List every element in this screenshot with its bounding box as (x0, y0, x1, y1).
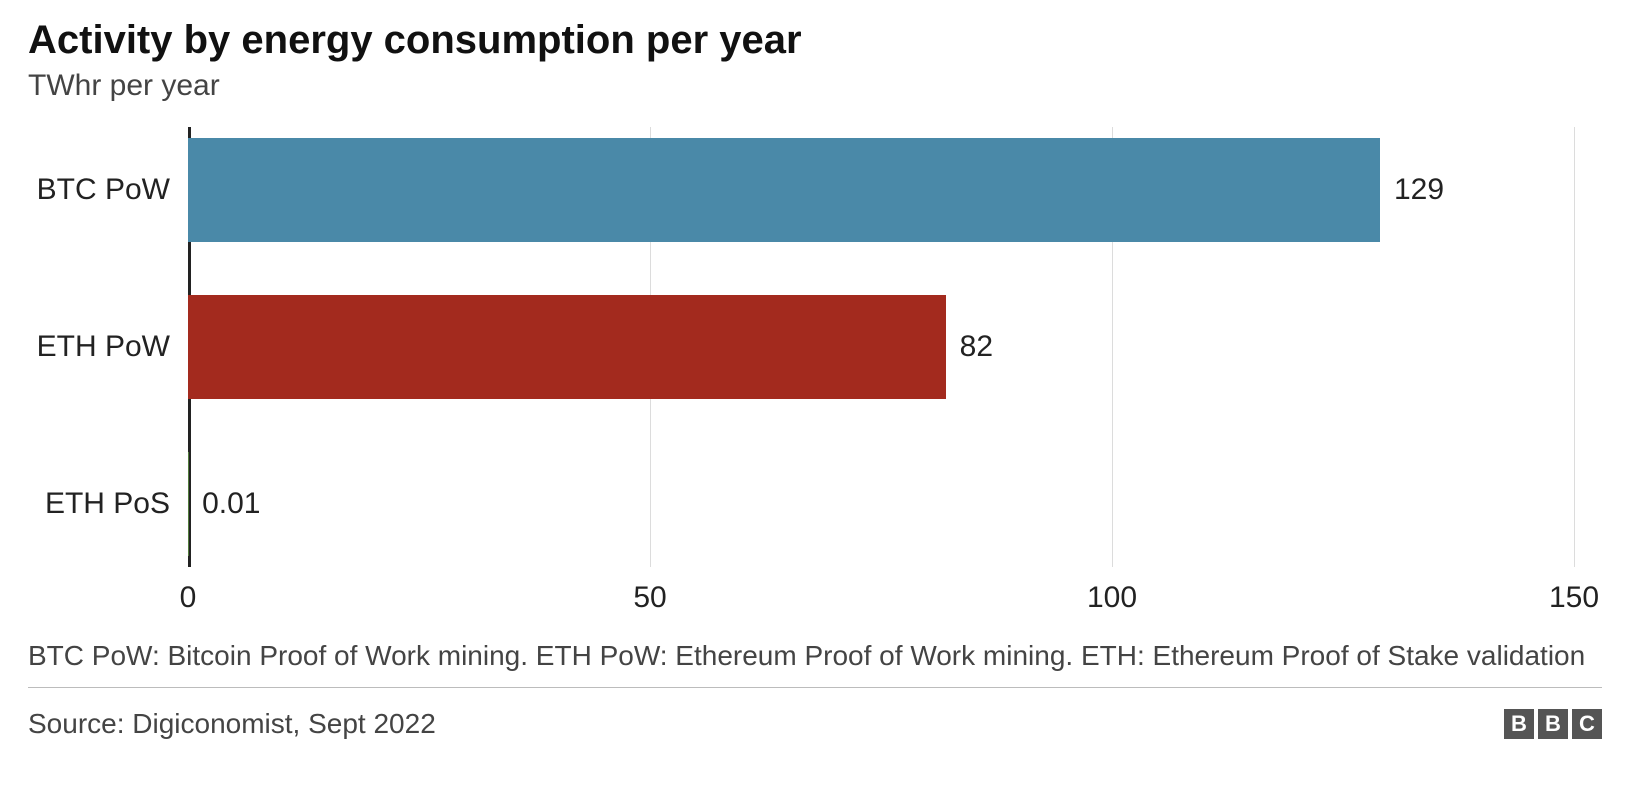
bar-row: ETH PoW82 (188, 284, 1574, 411)
x-tick-label: 100 (1087, 581, 1137, 615)
gridline (1574, 127, 1575, 567)
chart-subtitle: TWhr per year (28, 69, 1602, 103)
value-label: 129 (1380, 173, 1444, 207)
bar (188, 138, 1380, 242)
chart-container: Activity by energy consumption per year … (0, 0, 1630, 792)
category-label: ETH PoS (28, 487, 188, 521)
chart-plot-area: BTC PoW129 ETH PoW82 ETH PoS0.01 (188, 127, 1574, 567)
category-label: BTC PoW (28, 173, 188, 207)
bbc-logo-letter: B (1504, 709, 1534, 739)
chart-note: BTC PoW: Bitcoin Proof of Work mining. E… (28, 637, 1602, 688)
value-label: 82 (946, 330, 993, 364)
bar-row: BTC PoW129 (188, 127, 1574, 254)
chart-title: Activity by energy consumption per year (28, 18, 1602, 63)
category-label: ETH PoW (28, 330, 188, 364)
bbc-logo: B B C (1504, 709, 1602, 739)
bbc-logo-letter: C (1572, 709, 1602, 739)
x-tick-label: 0 (180, 581, 197, 615)
x-tick-label: 50 (633, 581, 666, 615)
x-axis: 050100150 (188, 567, 1574, 617)
bar-row: ETH PoS0.01 (188, 440, 1574, 567)
value-label: 0.01 (188, 487, 260, 521)
x-tick-label: 150 (1549, 581, 1599, 615)
chart-footer: Source: Digiconomist, Sept 2022 B B C (28, 702, 1602, 740)
bbc-logo-letter: B (1538, 709, 1568, 739)
chart-source: Source: Digiconomist, Sept 2022 (28, 708, 436, 740)
bar (188, 295, 946, 399)
